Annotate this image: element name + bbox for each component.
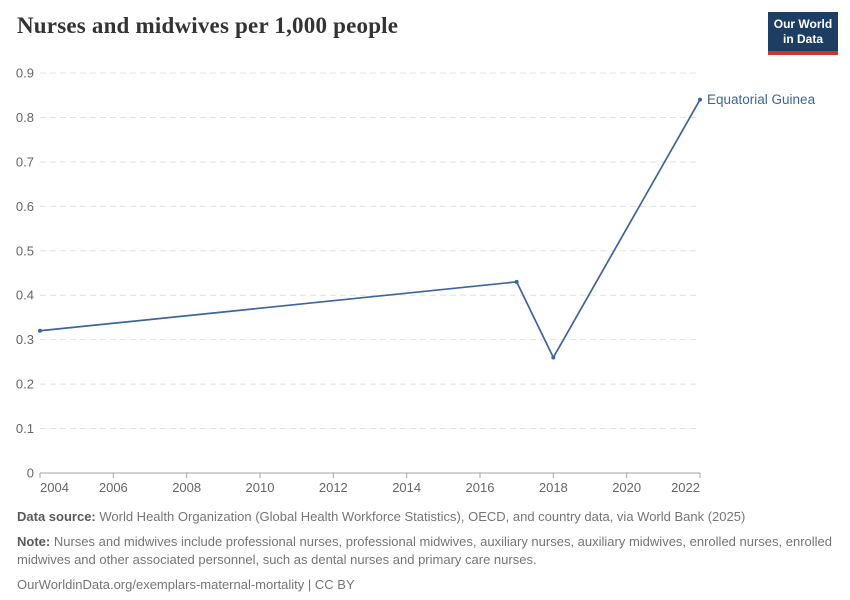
data-source-line: Data source: World Health Organization (… — [17, 508, 834, 525]
data-point-marker — [698, 97, 702, 102]
y-axis-tick-label: 0.9 — [16, 66, 34, 81]
license-link[interactable]: OurWorldinData.org/exemplars-maternal-mo… — [17, 576, 355, 592]
data-point-marker — [514, 279, 519, 284]
x-axis-tick-label: 2022 — [671, 480, 700, 495]
x-axis-tick-label: 2010 — [246, 480, 275, 495]
y-axis-tick-label: 0.2 — [16, 377, 34, 392]
logo-line-2: in Data — [782, 32, 823, 46]
y-axis-tick-label: 0.8 — [16, 110, 34, 125]
data-point-marker — [551, 355, 556, 360]
y-axis-tick-label: 0.1 — [16, 421, 34, 436]
note-text: Nurses and midwives include professional… — [17, 534, 833, 567]
page-title: Nurses and midwives per 1,000 people — [17, 13, 399, 38]
x-axis-tick-label: 2020 — [612, 480, 641, 495]
x-axis-tick-label: 2006 — [99, 480, 128, 495]
data-source-text: World Health Organization (Global Health… — [95, 509, 746, 524]
x-axis-tick-label: 2018 — [539, 480, 568, 495]
series-end-label: Equatorial Guinea — [707, 92, 816, 107]
data-source-label: Data source: — [17, 509, 96, 524]
note-line: Note: Nurses and midwives include profes… — [17, 533, 834, 568]
logo-line-1: Our World — [773, 17, 833, 31]
x-axis-tick-label: 2014 — [392, 480, 421, 495]
data-point-marker — [38, 328, 42, 333]
y-axis-tick-label: 0.3 — [16, 332, 34, 347]
x-axis-tick-label: 2016 — [466, 480, 495, 495]
x-axis-tick-label: 2008 — [172, 480, 201, 495]
x-axis-tick-label: 2012 — [319, 480, 348, 495]
y-axis-tick-label: 0.5 — [16, 243, 34, 258]
chart-footer: Data source: World Health Organization (… — [17, 508, 834, 593]
note-label: Note: — [17, 534, 51, 550]
y-axis-tick-label: 0.4 — [16, 288, 34, 303]
series-line-equatorial-guinea — [39, 99, 701, 359]
y-axis-tick-label: 0.6 — [16, 199, 34, 214]
y-axis-tick-label: 0.7 — [16, 154, 34, 169]
y-axis-tick-label: 0 — [27, 466, 34, 481]
x-axis-tick-label: 2004 — [40, 480, 69, 495]
owid-logo: Our World in Data — [768, 12, 838, 55]
